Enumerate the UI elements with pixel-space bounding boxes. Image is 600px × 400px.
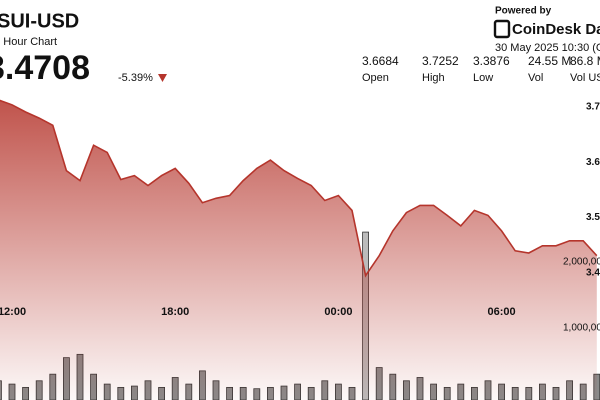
stat-label: Open	[362, 72, 389, 84]
change: -5.39%	[118, 72, 153, 84]
y-tick-label: 3.6	[586, 157, 600, 168]
y2-tick-label: 2,000,000	[563, 256, 600, 267]
x-tick-label: 12:00	[0, 306, 26, 318]
stat-value: 86.8 M	[570, 54, 600, 68]
brand: CoinDesk Data	[512, 21, 600, 38]
stat-label: Vol	[528, 72, 543, 84]
x-tick-label: 06:00	[488, 306, 516, 318]
price: 3.4708	[0, 49, 90, 87]
stat-value: 3.7252	[422, 54, 459, 68]
stat-value: 3.6684	[362, 54, 399, 68]
down-arrow	[158, 74, 167, 82]
x-tick-label: 18:00	[161, 306, 189, 318]
y-tick-label: 3.5	[586, 212, 600, 223]
stat-label: Low	[473, 72, 493, 84]
subtitle: 24 Hour Chart	[0, 36, 57, 48]
stat-label: High	[422, 72, 445, 84]
brand-logo	[493, 19, 511, 39]
stat-label: Vol USD	[570, 72, 600, 84]
y-tick-label: 3.7	[586, 102, 600, 113]
timestamp: 30 May 2025 10:30 (GMT)	[495, 42, 600, 54]
powered-by: Powered by	[495, 6, 552, 17]
y2-tick-label: 1,000,000	[563, 323, 600, 334]
y-tick-label: 3.4	[586, 268, 600, 279]
stat-value: 3.3876	[473, 54, 510, 68]
price-line	[0, 99, 598, 278]
title: SUI-USD	[0, 10, 79, 32]
stat-value: 24.55 M	[528, 54, 571, 68]
price-area	[0, 100, 597, 400]
x-tick-label: 00:00	[324, 306, 352, 318]
